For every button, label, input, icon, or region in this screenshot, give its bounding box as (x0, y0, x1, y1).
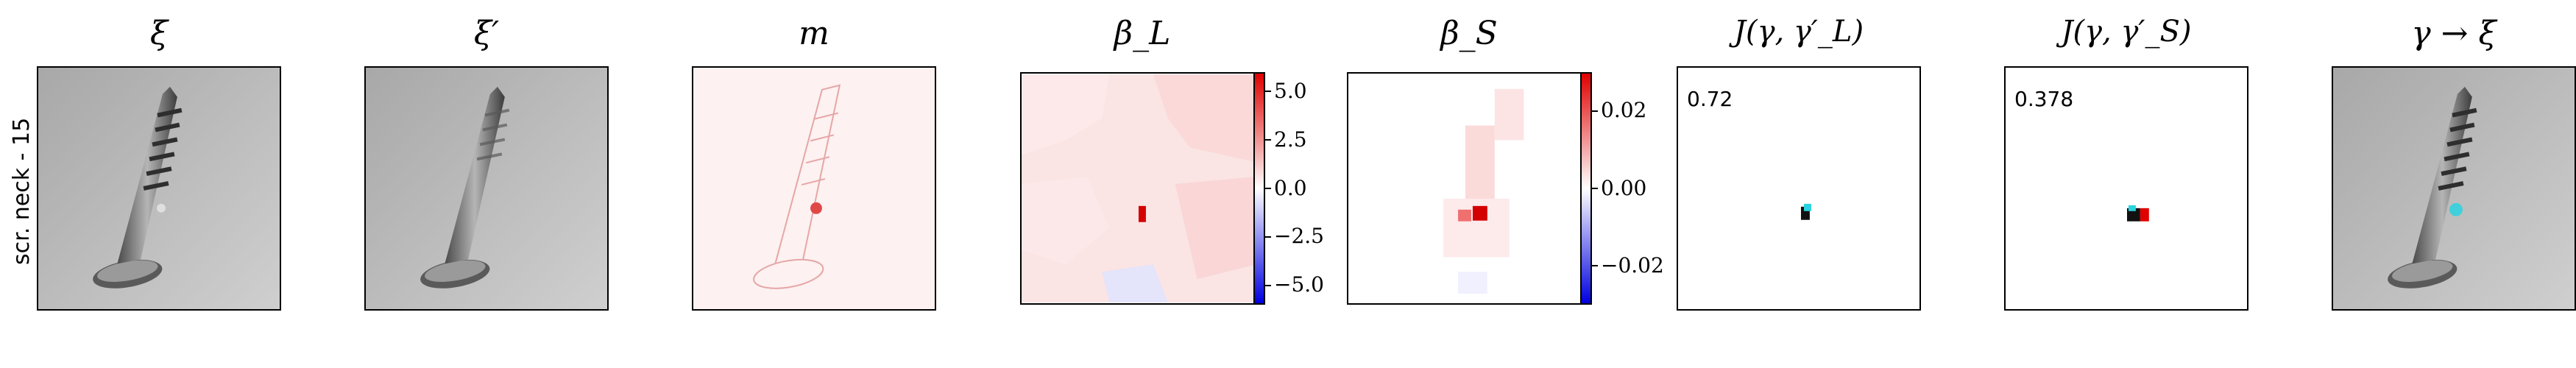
colorbar-tick-mark (1264, 284, 1271, 286)
colorbar-tick-label: 0.02 (1601, 98, 1647, 123)
screw-image-gamma-overlay (2333, 68, 2575, 309)
panel-beta-s (1347, 72, 1584, 305)
title-gamma-to-xi: γ → ξ (2411, 15, 2497, 52)
colorbar-tick-mark (1264, 188, 1271, 189)
panel-mask-m (692, 66, 936, 311)
colorbar-tick-label: −2.5 (1274, 224, 1324, 249)
screw-image-xi-prime (366, 68, 607, 309)
panel-xi-prime-image (364, 66, 609, 311)
title-xi: ξ (149, 15, 169, 52)
panel-j-gamma-s: 0.378 (2004, 66, 2248, 311)
colorbar-tick-label: −0.02 (1601, 252, 1664, 277)
colorbar-tick-mark (1264, 91, 1271, 93)
colorbar-tick-label: 0.00 (1601, 175, 1647, 200)
colorbar-tick-mark (1590, 110, 1598, 112)
score-j-l: 0.72 (1687, 87, 1733, 111)
colorbar-tick-mark (1590, 265, 1598, 267)
title-xi-prime: ξ′ (473, 15, 500, 52)
colorbar-tick-mark (1590, 188, 1598, 189)
title-j-gamma-l: J(γ, γ′_L) (1733, 15, 1864, 49)
colorbar-tick-mark (1264, 139, 1271, 141)
title-j-gamma-s: J(γ, γ′_S) (2061, 15, 2192, 49)
screw-image-xi (38, 68, 280, 309)
title-m: m (799, 15, 829, 52)
row-label: scr. neck - 15 (9, 117, 35, 265)
panel-beta-l (1020, 72, 1257, 305)
title-beta-s: β_S (1440, 15, 1498, 52)
mask-image-m (693, 68, 935, 309)
panel-xi-image (37, 66, 281, 311)
j-gamma-l-overlay (1800, 203, 1811, 220)
panel-gamma-to-xi (2332, 66, 2576, 311)
colorbar-tick-mark (1264, 236, 1271, 238)
j-gamma-s-overlay (2126, 205, 2149, 222)
score-j-s: 0.378 (2014, 87, 2074, 111)
panel-j-gamma-l: 0.72 (1677, 66, 1921, 311)
colorbar-tick-label: 5.0 (1274, 78, 1307, 103)
colorbar-tick-label: 0.0 (1274, 175, 1307, 200)
colorbar-tick-label: −5.0 (1274, 272, 1324, 297)
beta-s-heatmap (1348, 74, 1582, 303)
beta-l-heatmap (1022, 74, 1256, 303)
title-beta-l: β_L (1114, 15, 1171, 52)
colorbar-tick-label: 2.5 (1274, 127, 1307, 152)
